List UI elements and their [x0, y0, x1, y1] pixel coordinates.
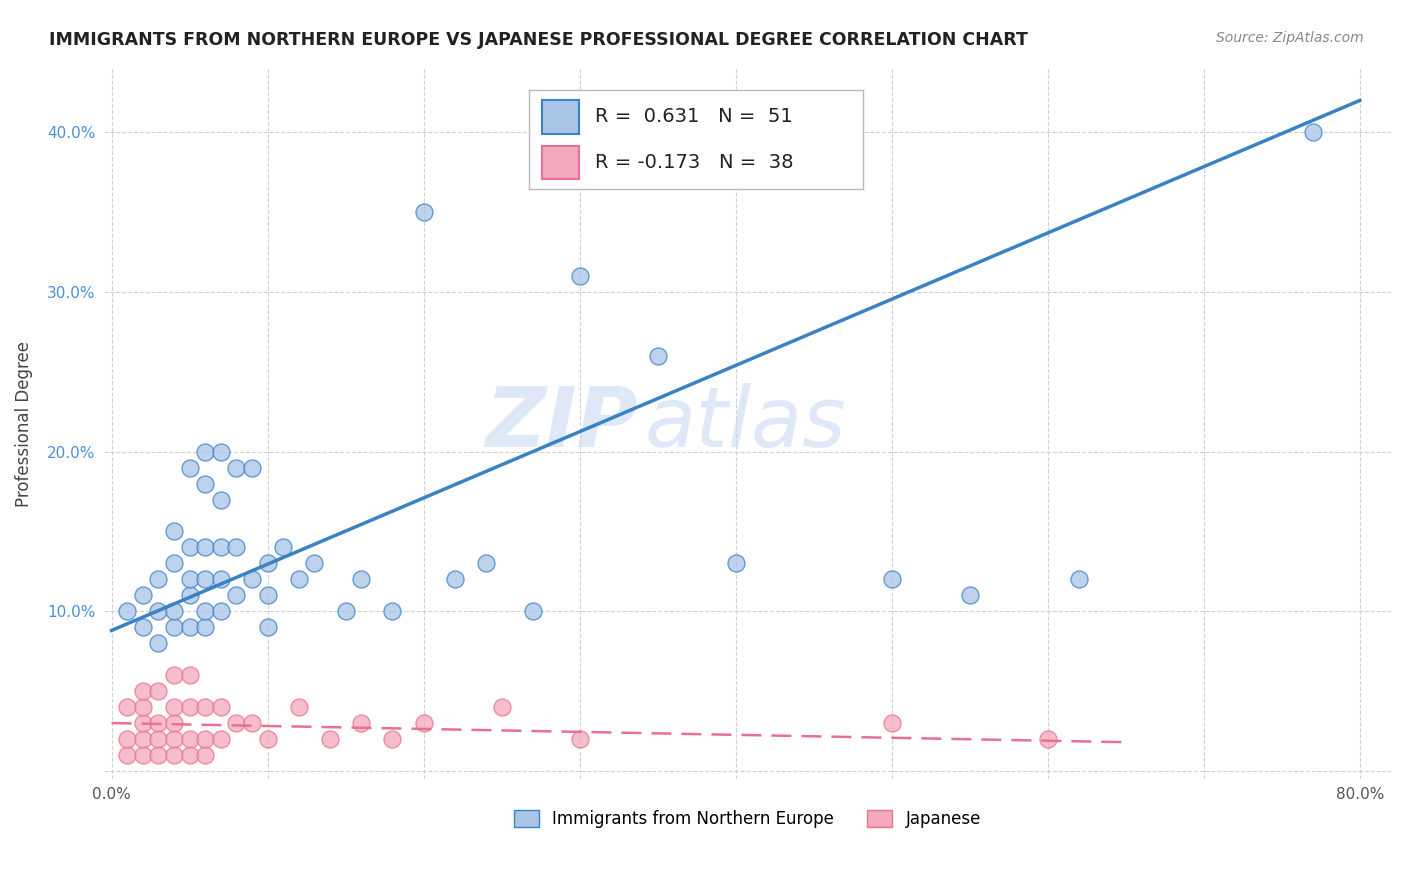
Point [163, 716, 186, 731]
Text: atlas: atlas [644, 384, 846, 464]
Point [179, 620, 201, 634]
Point [256, 731, 278, 746]
Point [163, 700, 186, 714]
Point [163, 524, 186, 539]
Point [240, 573, 263, 587]
Point [163, 620, 186, 634]
Point [179, 731, 201, 746]
Point [381, 731, 404, 746]
Point [1302, 125, 1324, 139]
Point [209, 731, 232, 746]
Point [194, 731, 217, 746]
Point [491, 700, 513, 714]
Point [115, 604, 138, 618]
Point [412, 716, 434, 731]
Point [271, 541, 294, 555]
Point [179, 460, 201, 475]
Point [148, 716, 170, 731]
Point [179, 668, 201, 682]
Point [381, 604, 404, 618]
Point [194, 444, 217, 458]
Point [194, 541, 217, 555]
Point [115, 747, 138, 762]
Point [148, 573, 170, 587]
Point [287, 573, 309, 587]
Point [132, 731, 155, 746]
Point [209, 700, 232, 714]
Point [225, 716, 247, 731]
Point [132, 620, 155, 634]
Point [880, 716, 903, 731]
Point [304, 557, 326, 571]
Point [132, 700, 155, 714]
Point [240, 716, 263, 731]
Point [724, 557, 747, 571]
Point [240, 460, 263, 475]
Point [179, 747, 201, 762]
Text: ZIP: ZIP [485, 384, 638, 464]
Point [194, 747, 217, 762]
Point [132, 588, 155, 602]
Point [319, 731, 342, 746]
Point [132, 747, 155, 762]
Text: Source: ZipAtlas.com: Source: ZipAtlas.com [1216, 31, 1364, 45]
Point [179, 700, 201, 714]
Point [225, 541, 247, 555]
Point [209, 444, 232, 458]
Point [179, 588, 201, 602]
Point [148, 604, 170, 618]
Point [194, 476, 217, 491]
Point [148, 684, 170, 698]
Point [132, 684, 155, 698]
Point [647, 349, 669, 363]
Point [256, 620, 278, 634]
Point [1067, 573, 1090, 587]
Y-axis label: Professional Degree: Professional Degree [15, 341, 32, 507]
Point [256, 557, 278, 571]
Point [194, 620, 217, 634]
Point [959, 588, 981, 602]
Point [880, 573, 903, 587]
Point [163, 731, 186, 746]
Point [163, 668, 186, 682]
Point [163, 747, 186, 762]
Point [194, 700, 217, 714]
Point [148, 636, 170, 650]
Point [225, 460, 247, 475]
Point [163, 604, 186, 618]
Point [194, 573, 217, 587]
Point [350, 573, 373, 587]
Point [287, 700, 309, 714]
Point [179, 573, 201, 587]
Point [350, 716, 373, 731]
Legend: Immigrants from Northern Europe, Japanese: Immigrants from Northern Europe, Japanes… [508, 803, 987, 835]
Point [412, 205, 434, 219]
Point [115, 700, 138, 714]
Point [132, 716, 155, 731]
Point [443, 573, 465, 587]
Point [148, 731, 170, 746]
Point [225, 588, 247, 602]
Point [522, 604, 544, 618]
Point [209, 541, 232, 555]
Text: IMMIGRANTS FROM NORTHERN EUROPE VS JAPANESE PROFESSIONAL DEGREE CORRELATION CHAR: IMMIGRANTS FROM NORTHERN EUROPE VS JAPAN… [49, 31, 1028, 49]
Point [194, 604, 217, 618]
Point [475, 557, 498, 571]
Point [335, 604, 357, 618]
Point [115, 731, 138, 746]
Point [209, 573, 232, 587]
Point [209, 604, 232, 618]
Point [148, 747, 170, 762]
Point [256, 588, 278, 602]
Point [163, 557, 186, 571]
Point [568, 268, 591, 283]
Point [209, 492, 232, 507]
Point [568, 731, 591, 746]
Point [1036, 731, 1059, 746]
Point [179, 541, 201, 555]
